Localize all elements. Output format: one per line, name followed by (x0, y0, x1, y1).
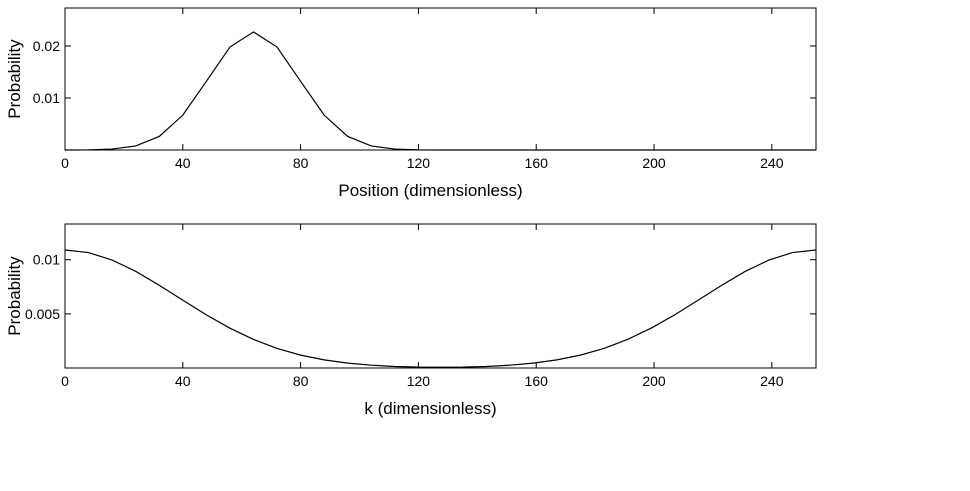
y-axis-label: Probability (5, 39, 24, 119)
y-tick-label: 0.02 (33, 38, 60, 54)
x-tick-label: 120 (407, 155, 431, 171)
y-tick-label: 0.01 (33, 90, 60, 106)
x-tick-label: 0 (61, 155, 69, 171)
data-line (64, 31, 816, 151)
x-tick-label: 200 (642, 155, 666, 171)
x-tick-label: 80 (293, 155, 309, 171)
x-tick-label: 240 (760, 155, 784, 171)
x-tick-label: 160 (525, 155, 549, 171)
y-axis-label: Probability (5, 256, 24, 336)
x-tick-label: 40 (175, 373, 191, 389)
x-tick-label: 80 (293, 373, 309, 389)
plot-frame (64, 223, 817, 369)
x-tick-label: 240 (760, 373, 784, 389)
x-tick-label: 160 (525, 373, 549, 389)
x-tick-label: 0 (61, 373, 69, 389)
y-tick-label: 0.01 (33, 252, 60, 268)
x-axis-label: Position (dimensionless) (338, 181, 522, 200)
x-tick-label: 120 (407, 373, 431, 389)
x-tick-label: 200 (642, 373, 666, 389)
data-line (64, 249, 817, 368)
plot-frame (64, 7, 817, 151)
y-tick-label: 0.005 (25, 306, 60, 322)
x-tick-label: 40 (175, 155, 191, 171)
x-axis-label: k (dimensionless) (364, 399, 496, 418)
